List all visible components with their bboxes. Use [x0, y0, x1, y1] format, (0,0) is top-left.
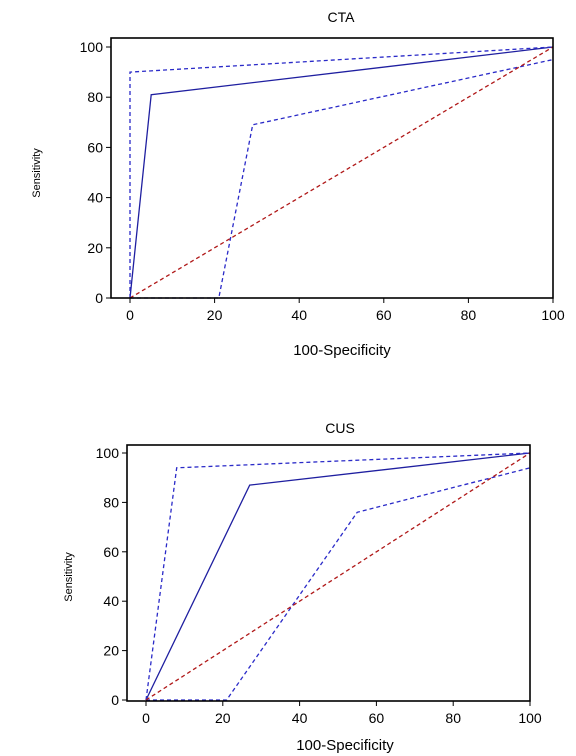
x-tick-label: 100 [518, 710, 542, 726]
y-axis-label: Sensitivity [31, 148, 43, 198]
y-tick-label: 0 [95, 290, 103, 306]
roc-panel-cta: CTA Sensitivity 100-Specificity 0 20 40 60 8… [31, 9, 565, 359]
x-axis-label: 100-Specificity [296, 737, 394, 754]
x-tick-label: 60 [376, 307, 392, 323]
y-tick-label: 0 [111, 692, 119, 708]
x-tick-label: 80 [445, 710, 461, 726]
x-tick-label: 0 [126, 307, 134, 323]
x-tick-label: 20 [215, 710, 231, 726]
x-tick-label: 0 [142, 710, 150, 726]
x-tick-label: 100 [541, 307, 565, 323]
chart-title: CUS [325, 420, 355, 436]
x-tick-label: 80 [461, 307, 477, 323]
y-tick-label: 60 [103, 544, 119, 560]
y-axis-label: Sensitivity [63, 552, 75, 602]
y-tick-label: 20 [87, 240, 103, 256]
y-tick-label: 100 [80, 39, 104, 55]
y-tick-label: 40 [103, 593, 119, 609]
plot-frame [111, 38, 553, 298]
x-tick-label: 40 [291, 307, 307, 323]
x-axis-label: 100-Specificity [293, 342, 391, 359]
series-line-lower-ci [130, 60, 553, 298]
x-tick-label: 20 [207, 307, 223, 323]
series-line-lower-ci [146, 468, 530, 700]
y-tick-label: 80 [87, 89, 103, 105]
y-tick-label: 100 [96, 445, 120, 461]
roc-panel-cus: CUS Sensitivity 100-Specificity 0 20 40 60 8… [63, 420, 542, 754]
x-tick-label: 60 [369, 710, 385, 726]
y-tick-label: 40 [87, 190, 103, 206]
series-line-reference [130, 47, 553, 298]
y-tick-label: 20 [103, 643, 119, 659]
y-tick-label: 80 [103, 494, 119, 510]
x-tick-label: 40 [292, 710, 308, 726]
chart-title: CTA [328, 9, 356, 25]
y-tick-label: 60 [87, 139, 103, 155]
series-line-reference [146, 453, 530, 700]
plot-frame [127, 445, 530, 701]
